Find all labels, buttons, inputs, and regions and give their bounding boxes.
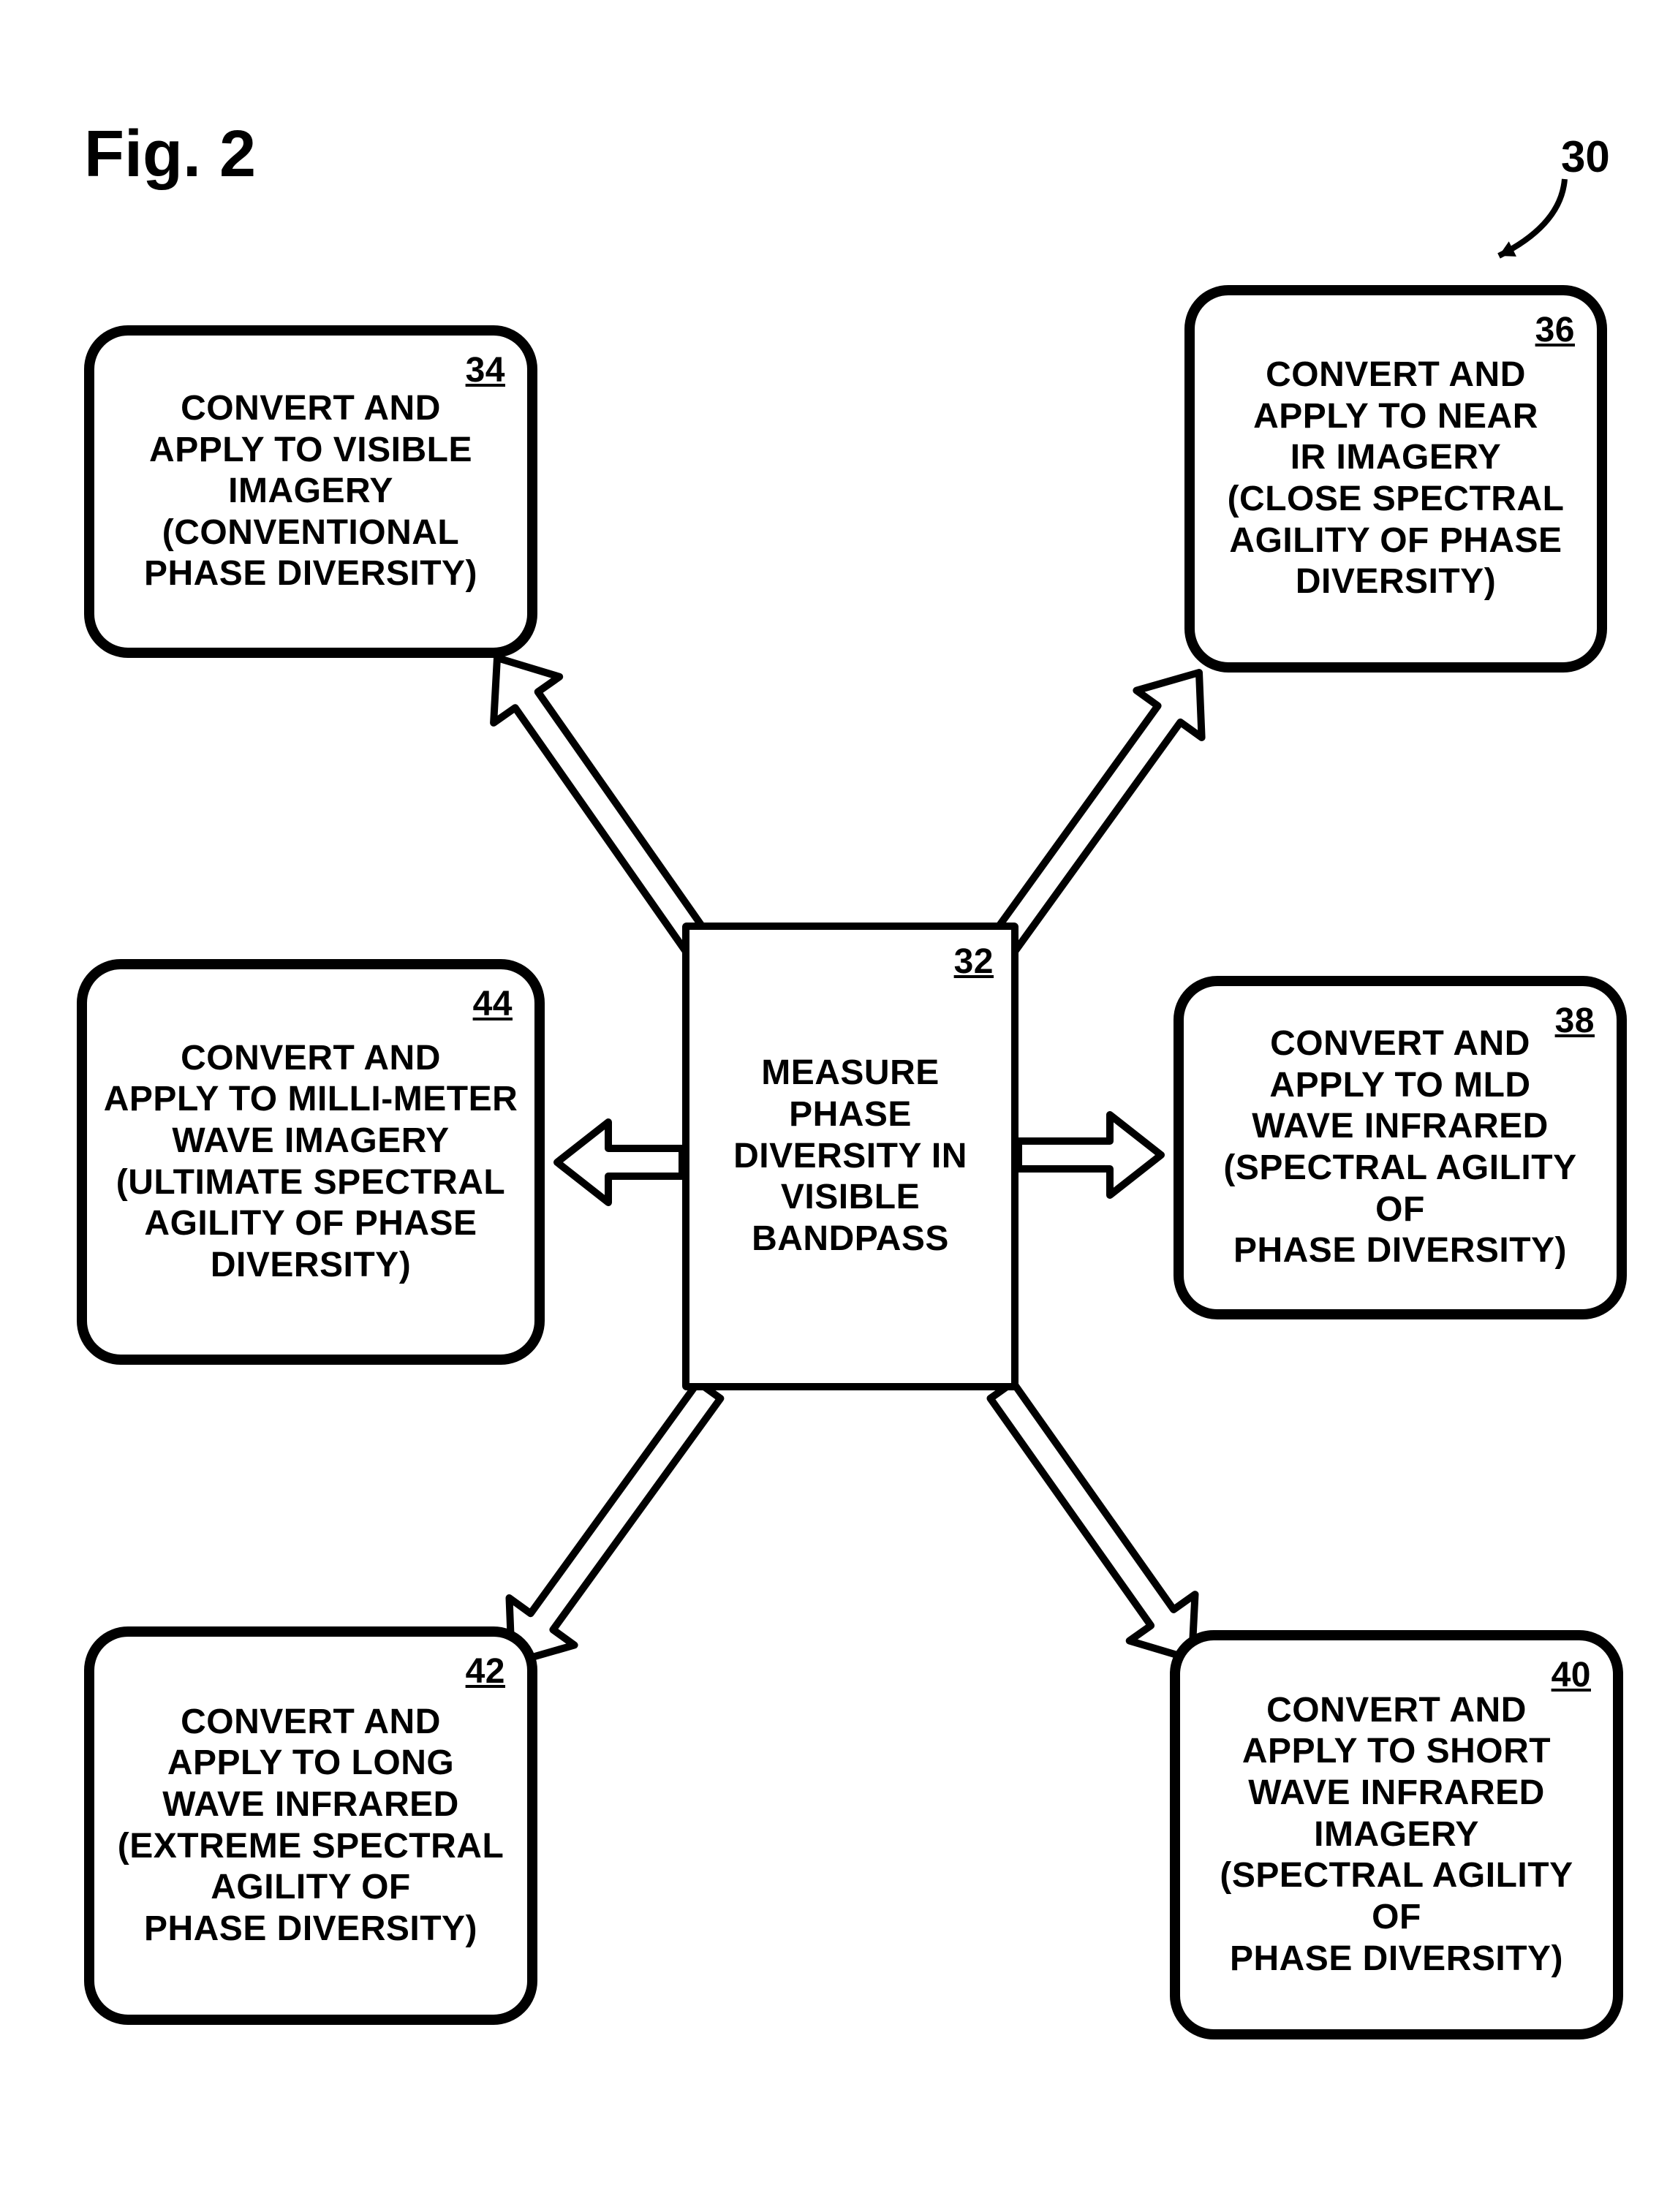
leaf-node-34: 34CONVERT AND APPLY TO VISIBLE IMAGERY (… [84, 325, 537, 658]
arrow-center-bl [510, 1382, 721, 1663]
arrow-center-tr [993, 673, 1202, 951]
arrow-center-r [1018, 1115, 1161, 1195]
leaf-node-44: 44 CONVERT AND APPLY TO MILLI-METER WAVE … [77, 959, 545, 1365]
leaf-node-36: 36 CONVERT AND APPLY TO NEAR IR IMAGERY (… [1184, 285, 1607, 673]
arrow-center-l [557, 1122, 682, 1202]
arrow-center-tl [494, 658, 708, 951]
leaf-text-44: CONVERT AND APPLY TO MILLI-METER WAVE IM… [87, 1038, 534, 1287]
leaf-ref-38: 38 [1555, 1001, 1595, 1041]
center-ref-number: 32 [954, 942, 994, 982]
center-text: MEASURE PHASE DIVERSITY IN VISIBLE BANDP… [689, 1053, 1011, 1260]
center-node: 32 MEASURE PHASE DIVERSITY IN VISIBLE BA… [682, 923, 1018, 1390]
leaf-text-36: CONVERT AND APPLY TO NEAR IR IMAGERY (CL… [1195, 355, 1597, 603]
leaf-text-34: CONVERT AND APPLY TO VISIBLE IMAGERY (CO… [94, 388, 527, 595]
page-label: 30 [1561, 132, 1610, 182]
leaf-node-40: 40CONVERT AND APPLY TO SHORT WAVE INFRAR… [1170, 1630, 1623, 2039]
arrow-center-br [991, 1382, 1195, 1659]
leaf-node-42: 42 CONVERT AND APPLY TO LONG WAVE INFRARE… [84, 1626, 537, 2025]
leaf-ref-36: 36 [1535, 310, 1575, 350]
leaf-ref-42: 42 [466, 1651, 505, 1692]
leaf-text-40: CONVERT AND APPLY TO SHORT WAVE INFRARED… [1180, 1690, 1613, 1980]
leaf-text-38: CONVERT AND APPLY TO MLD WAVE INFRARED (… [1184, 1023, 1617, 1272]
figure-title: Fig. 2 [84, 117, 256, 192]
leaf-ref-34: 34 [466, 350, 505, 390]
leaf-ref-44: 44 [473, 984, 513, 1024]
leaf-node-38: 38CONVERT AND APPLY TO MLD WAVE INFRARED… [1174, 976, 1627, 1319]
leaf-ref-40: 40 [1552, 1655, 1591, 1695]
diagram-canvas: Fig. 2 30 32 MEASURE PHASE DIVERSITY IN … [0, 0, 1678, 2212]
leaf-text-42: CONVERT AND APPLY TO LONG WAVE INFRARED … [94, 1702, 527, 1950]
